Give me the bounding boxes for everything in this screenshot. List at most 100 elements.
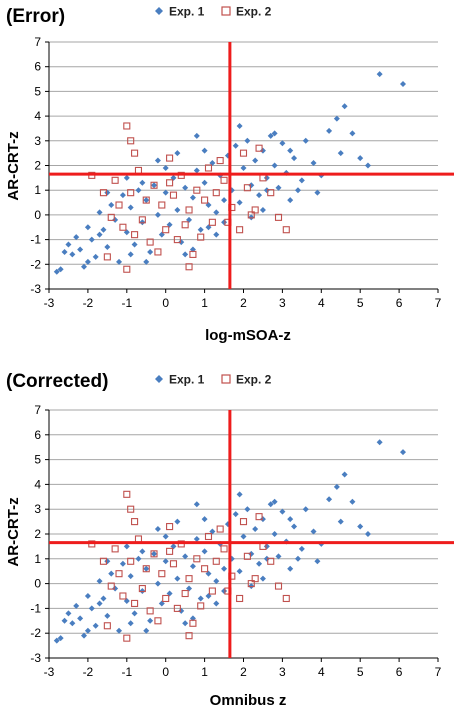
data-point-exp1 [271, 130, 278, 137]
data-point-exp2 [131, 599, 139, 607]
legend-label-exp2: Exp. 2 [236, 373, 272, 387]
y-tick-label: -3 [30, 651, 41, 665]
data-point-exp1 [108, 202, 115, 209]
data-point-exp1 [81, 263, 88, 270]
legend: Exp. 1 Exp. 2 [155, 5, 272, 19]
data-point-exp1 [96, 578, 103, 585]
threshold-lines [49, 410, 454, 658]
data-point-exp2 [158, 201, 166, 209]
data-point-exp1 [143, 565, 150, 572]
data-point-exp1 [108, 570, 115, 577]
x-tick-label: 4 [318, 296, 325, 310]
y-tick-label: 4 [34, 109, 41, 123]
data-point-exp1 [310, 528, 317, 535]
data-point-exp1 [236, 122, 243, 129]
data-point-exp1 [291, 523, 298, 530]
data-point-exp1 [119, 192, 126, 199]
data-point-exp2 [131, 518, 139, 526]
data-point-exp1 [236, 491, 243, 498]
y-tick-label: 6 [34, 60, 41, 74]
data-point-exp1 [77, 615, 84, 622]
legend: Exp. 1 Exp. 2 [155, 373, 272, 387]
chart-title: (Error) [6, 6, 65, 27]
data-point-exp2 [166, 523, 174, 531]
data-point-exp2 [123, 122, 131, 130]
data-point-exp1 [267, 132, 274, 139]
data-point-exp1 [139, 548, 146, 555]
x-tick-label: 7 [435, 296, 442, 310]
data-point-exp1 [294, 555, 301, 562]
data-point-exp2 [119, 223, 127, 231]
data-point-exp1 [193, 535, 200, 542]
data-point-exp1 [100, 226, 107, 233]
x-tick-label: 5 [357, 296, 364, 310]
data-point-exp1 [213, 209, 220, 216]
y-tick-label: 4 [34, 477, 41, 491]
data-point-exp1 [174, 206, 181, 213]
data-point-exp1 [236, 199, 243, 206]
legend-marker-exp1 [155, 375, 163, 383]
y-tick-label: -3 [30, 282, 41, 296]
data-point-exp1 [364, 531, 371, 537]
data-point-exp1 [61, 617, 68, 624]
data-point-exp2 [255, 144, 263, 152]
data-point-exp1 [271, 162, 278, 169]
data-point-exp1 [240, 533, 247, 540]
data-point-exp1 [376, 71, 383, 78]
data-point-exp1 [263, 543, 270, 550]
data-point-exp1 [263, 555, 270, 562]
data-point-exp1 [376, 439, 383, 446]
x-tick-label: 1 [201, 665, 208, 679]
data-point-exp2 [134, 535, 143, 543]
data-point-exp1 [139, 179, 146, 186]
data-point-exp2 [239, 518, 248, 526]
data-point-exp1 [162, 533, 169, 540]
data-point-exp1 [65, 610, 72, 617]
data-point-exp1 [104, 612, 111, 619]
data-point-exp2 [282, 226, 290, 234]
data-point-exp2 [131, 231, 139, 239]
data-point-exp1 [248, 182, 255, 189]
gridlines [45, 409, 439, 662]
x-tick-label: 4 [318, 665, 325, 679]
data-point-exp1 [287, 197, 294, 204]
data-point-exp2 [154, 248, 162, 256]
data-point-exp1 [221, 197, 228, 204]
y-tick-label: 1 [34, 552, 41, 566]
data-point-exp2 [146, 607, 154, 615]
x-tick-label: -2 [83, 665, 94, 679]
data-point-exp2 [99, 189, 108, 197]
data-point-exp1 [263, 174, 270, 181]
data-point-exp2 [158, 570, 166, 578]
data-point-exp2 [236, 594, 244, 603]
y-tick-label: 2 [34, 527, 41, 541]
data-point-exp2 [111, 176, 119, 184]
data-point-exp1 [298, 545, 305, 552]
data-point-exp1 [53, 637, 60, 644]
data-point-exp1 [174, 150, 181, 157]
data-point-exp1 [147, 248, 154, 255]
y-tick-label: 6 [34, 428, 41, 442]
data-point-exp2 [173, 604, 181, 612]
data-point-exp1 [73, 602, 80, 609]
data-point-exp2 [166, 547, 174, 555]
data-point-exp1 [81, 632, 88, 639]
data-point-exp1 [57, 635, 64, 642]
data-point-exp1 [143, 197, 150, 204]
threshold-lines [49, 42, 454, 289]
data-point-exp2 [204, 164, 213, 172]
data-point-exp1 [154, 211, 161, 218]
x-tick-label: -3 [44, 296, 55, 310]
data-point-exp1 [131, 241, 138, 248]
data-point-exp2 [274, 213, 283, 221]
data-point-exp1 [279, 508, 286, 515]
data-point-exp1 [123, 174, 130, 181]
chart-panel-corrected: (Corrected) Exp. 1 Exp. 2 -3 -2 -1 0 1 2 3 4 5 6 7… [0, 357, 454, 713]
data-point-exp1 [298, 177, 305, 184]
data-point-exp1 [240, 164, 247, 171]
y-tick-label: 7 [34, 35, 41, 49]
legend-marker-exp2 [221, 6, 231, 16]
data-point-exp2 [173, 236, 181, 244]
data-point-exp1 [104, 244, 111, 251]
data-point-exp2 [208, 587, 216, 595]
